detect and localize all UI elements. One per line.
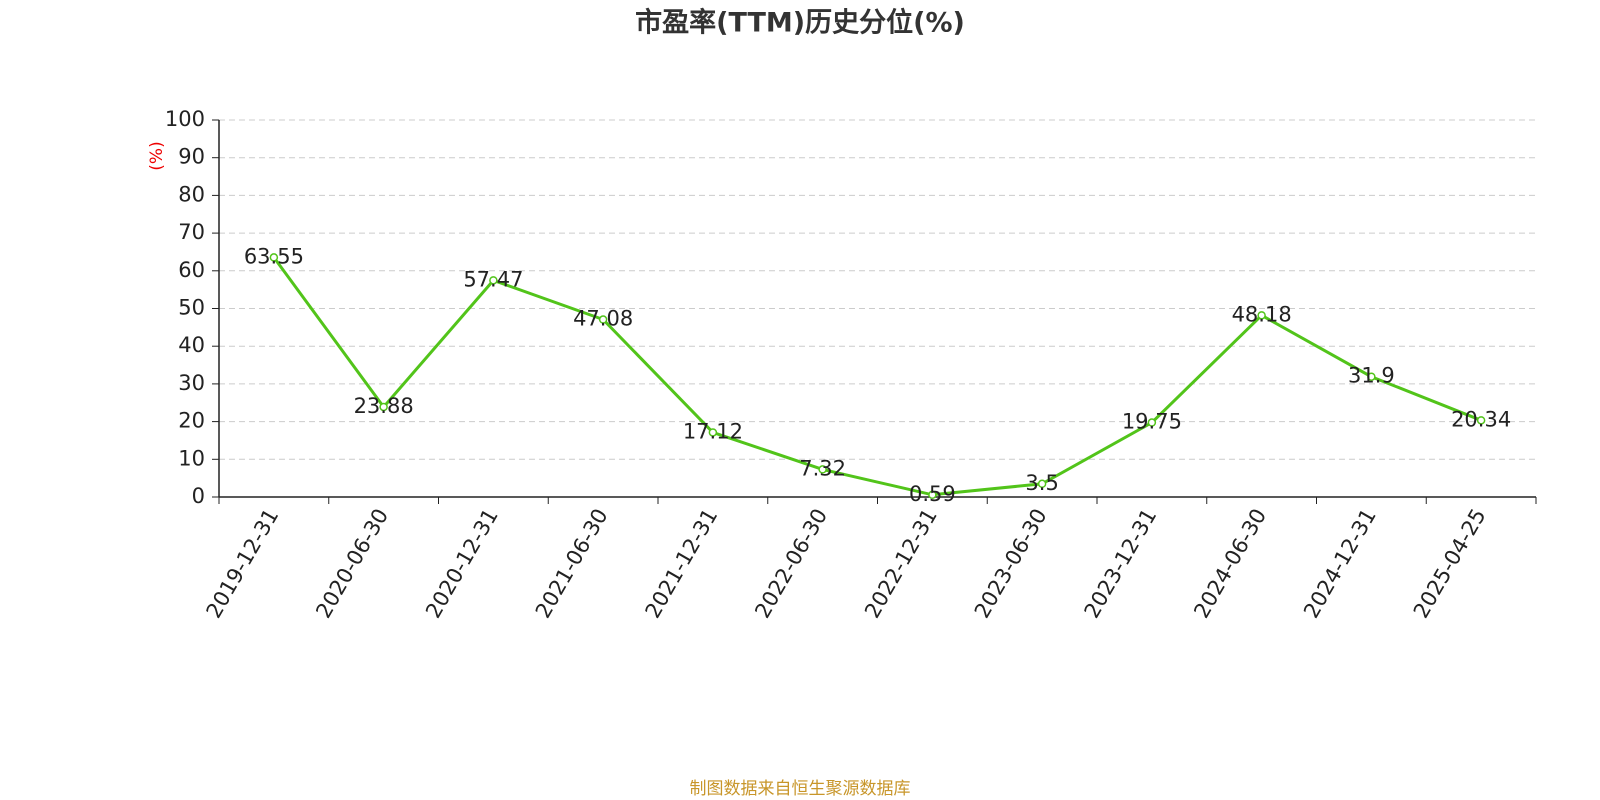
data-label: 7.32 <box>799 456 846 480</box>
chart-title: 市盈率(TTM)历史分位(%) <box>635 7 965 39</box>
y-tick-label: 50 <box>178 296 205 320</box>
data-point <box>598 315 608 324</box>
data-point <box>928 490 937 500</box>
data-label: 3.5 <box>1025 471 1058 495</box>
y-tick-label: 10 <box>178 446 205 470</box>
y-tick-label: 90 <box>178 145 205 169</box>
x-tick-label: 2020-12-31 <box>421 505 503 623</box>
data-label: 23.88 <box>354 394 414 418</box>
x-tick-label: 2021-12-31 <box>641 505 723 623</box>
data-point <box>818 465 827 474</box>
data-point <box>269 253 279 262</box>
y-tick-label: 0 <box>192 484 205 508</box>
data-point <box>1476 416 1486 425</box>
source-note: 制图数据来自恒生聚源数据库 <box>690 779 911 799</box>
data-label: 31.9 <box>1348 364 1395 388</box>
data-label: 19.75 <box>1122 410 1182 434</box>
y-tick-label: 60 <box>178 258 205 282</box>
x-tick-label: 2023-06-30 <box>970 505 1052 623</box>
x-tick-label: 2025-04-25 <box>1409 505 1491 623</box>
data-point <box>489 276 498 285</box>
data-point <box>1257 311 1266 320</box>
y-tick-label: 40 <box>178 333 205 357</box>
data-label: 0.59 <box>909 482 956 506</box>
y-tick-label: 20 <box>178 409 205 433</box>
data-label: 57.47 <box>463 267 523 291</box>
y-axis-label: (%) <box>147 141 167 170</box>
x-tick-label: 2024-12-31 <box>1299 505 1381 623</box>
x-tick-label: 2024-06-30 <box>1189 505 1271 623</box>
data-label: 63.55 <box>244 244 304 268</box>
data-label: 48.18 <box>1232 302 1292 326</box>
x-tick-label: 2019-12-31 <box>202 505 284 623</box>
data-label: 17.12 <box>683 419 743 443</box>
y-tick-label: 100 <box>165 107 205 131</box>
x-tick-label: 2022-12-31 <box>860 505 942 623</box>
data-point <box>379 402 388 412</box>
data-point <box>708 428 718 437</box>
y-tick-label: 30 <box>178 371 205 395</box>
y-tick-label: 70 <box>178 220 205 244</box>
data-point <box>1147 418 1157 427</box>
x-tick-label: 2022-06-30 <box>750 505 832 623</box>
y-tick-label: 80 <box>178 182 205 206</box>
x-tick-label: 2023-12-31 <box>1080 505 1162 623</box>
data-point <box>1367 372 1376 381</box>
x-tick-label: 2021-06-30 <box>531 505 613 623</box>
data-label: 20.34 <box>1451 407 1511 431</box>
data-label: 47.08 <box>573 307 633 331</box>
data-line <box>272 256 1482 497</box>
data-point <box>1037 479 1047 489</box>
x-tick-label: 2020-06-30 <box>311 505 393 623</box>
